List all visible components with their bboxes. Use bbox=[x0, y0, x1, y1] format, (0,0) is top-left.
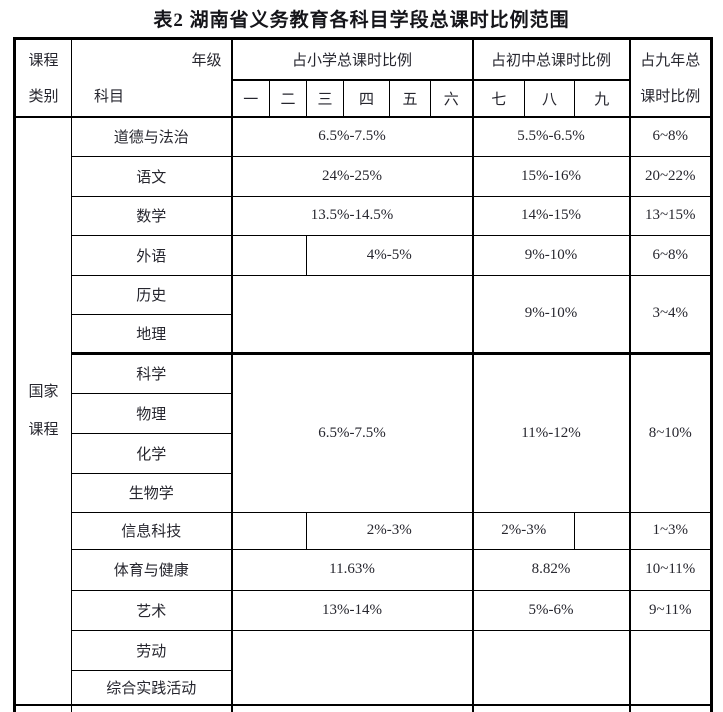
subject-geography: 地理 bbox=[71, 313, 233, 355]
it-nine-value: 1~3% bbox=[629, 511, 712, 550]
laborgroup-nine-empty bbox=[629, 629, 712, 706]
foreign-nine-value: 6~8% bbox=[629, 234, 712, 276]
subject-chemistry: 化学 bbox=[71, 432, 233, 474]
header-junior-section: 占初中总课时比例 bbox=[472, 37, 631, 81]
subject-history: 历史 bbox=[71, 274, 233, 315]
header-grade-9: 九 bbox=[574, 79, 631, 119]
subject-science: 科学 bbox=[71, 352, 233, 394]
subject-pe: 体育与健康 bbox=[71, 548, 233, 591]
header-grade-7: 七 bbox=[472, 79, 525, 119]
subject-physics: 物理 bbox=[71, 392, 233, 434]
arts-primary-value: 13%-14% bbox=[231, 589, 474, 631]
pe-primary-value: 11.63% bbox=[231, 548, 474, 591]
subject-arts: 艺术 bbox=[71, 589, 233, 631]
moral-junior-value: 5.5%-6.5% bbox=[472, 116, 631, 157]
histgeo-nine-value: 3~4% bbox=[629, 274, 712, 355]
header-grade-8: 八 bbox=[524, 79, 575, 119]
sciencegroup-nine-value: 8~10% bbox=[629, 352, 712, 513]
next-subject-cell-cutoff bbox=[71, 704, 233, 712]
category-national-curriculum: 国家 课程 bbox=[14, 116, 72, 706]
header-grade-1: 一 bbox=[231, 79, 270, 119]
chinese-junior-value: 15%-16% bbox=[472, 155, 631, 197]
it-primary-g1g2-empty bbox=[231, 511, 307, 550]
header-primary-section: 占小学总课时比例 bbox=[231, 37, 474, 81]
next-primary-cell-cutoff bbox=[231, 704, 474, 712]
header-grade-2: 二 bbox=[269, 79, 307, 119]
it-primary-g3g6-value: 2%-3% bbox=[306, 511, 474, 550]
it-junior-g7g8-value: 2%-3% bbox=[472, 511, 575, 550]
subject-it: 信息科技 bbox=[71, 511, 233, 550]
pe-junior-value: 8.82% bbox=[472, 548, 631, 591]
laborgroup-junior-empty bbox=[472, 629, 631, 706]
sciencegroup-primary-value: 6.5%-7.5% bbox=[231, 352, 474, 513]
arts-nine-value: 9~11% bbox=[629, 589, 712, 631]
header-grade-subject: 年级 科目 bbox=[71, 38, 233, 118]
subject-foreign: 外语 bbox=[71, 234, 233, 276]
chinese-primary-value: 24%-25% bbox=[231, 155, 474, 197]
sciencegroup-junior-value: 11%-12% bbox=[472, 352, 631, 513]
foreign-junior-value: 9%-10% bbox=[472, 234, 631, 276]
chinese-nine-value: 20~22% bbox=[629, 155, 712, 197]
header-category: 课程 类别 bbox=[14, 38, 72, 118]
subject-practice: 综合实践活动 bbox=[71, 669, 233, 706]
math-primary-value: 13.5%-14.5% bbox=[231, 195, 474, 236]
grade-axis-label: 年级 bbox=[191, 53, 222, 69]
pe-nine-value: 10~11% bbox=[629, 548, 712, 591]
subject-axis-label: 科目 bbox=[94, 89, 125, 105]
next-nine-cell-cutoff bbox=[629, 704, 712, 712]
header-grade-3: 三 bbox=[306, 79, 344, 119]
moral-primary-value: 6.5%-7.5% bbox=[231, 116, 474, 157]
subject-biology: 生物学 bbox=[71, 472, 233, 513]
header-grade-5: 五 bbox=[389, 79, 431, 119]
math-junior-value: 14%-15% bbox=[472, 195, 631, 236]
it-junior-g9-empty bbox=[574, 511, 631, 550]
laborgroup-primary-empty bbox=[231, 629, 474, 706]
foreign-primary-g3g6-value: 4%-5% bbox=[306, 234, 474, 276]
next-category-cell-cutoff bbox=[14, 704, 72, 712]
table-title: 表2 湖南省义务教育各科目学段总课时比例范围 bbox=[153, 10, 570, 31]
subject-moral: 道德与法治 bbox=[71, 116, 233, 157]
moral-nine-value: 6~8% bbox=[629, 116, 712, 157]
header-nine-year: 占九年总 课时比例 bbox=[629, 38, 712, 118]
foreign-primary-g1g2-empty bbox=[231, 234, 307, 276]
header-grade-4: 四 bbox=[343, 79, 390, 119]
histgeo-primary-empty bbox=[231, 274, 474, 355]
arts-junior-value: 5%-6% bbox=[472, 589, 631, 631]
next-junior-cell-cutoff bbox=[472, 704, 631, 712]
histgeo-junior-value: 9%-10% bbox=[472, 274, 631, 355]
subject-labor: 劳动 bbox=[71, 629, 233, 671]
subject-math: 数学 bbox=[71, 195, 233, 236]
header-grade-6: 六 bbox=[430, 79, 474, 119]
math-nine-value: 13~15% bbox=[629, 195, 712, 236]
subject-chinese: 语文 bbox=[71, 155, 233, 197]
curriculum-ratio-table: 课程 类别 年级 科目 占小学总课时比例 占初中总课时比例 占九年总 课时比例 … bbox=[13, 37, 713, 712]
